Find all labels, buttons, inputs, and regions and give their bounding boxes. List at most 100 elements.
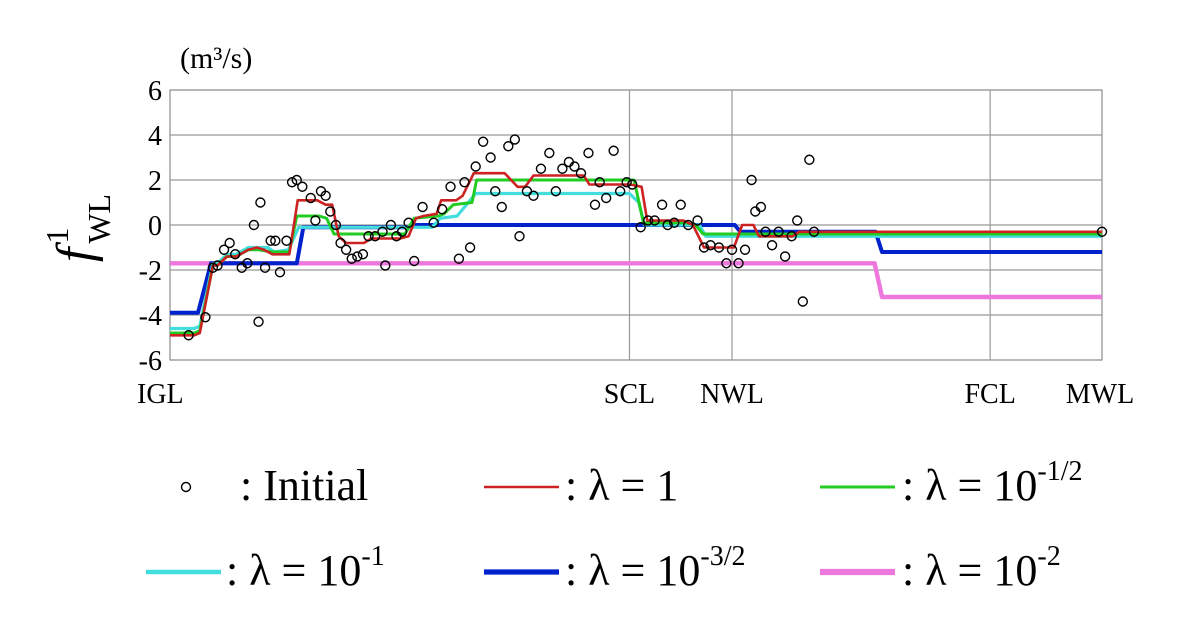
legend: : Initial: λ = 1: λ = 10-1/2: λ = 10-1: … (146, 456, 1082, 595)
legend-label-text: : λ = 10 (902, 546, 1037, 595)
initial-point (766, 240, 778, 251)
initial-point (503, 141, 514, 152)
initial-point (682, 219, 694, 231)
initial-point (621, 177, 632, 188)
initial-point (212, 260, 223, 271)
initial-point (544, 147, 555, 159)
legend-label: : λ = 1 (565, 461, 678, 510)
initial-point (642, 215, 654, 226)
initial-point (583, 147, 594, 159)
initial-point (436, 204, 448, 215)
initial-point (346, 253, 357, 264)
x-tick-label: MWL (1066, 379, 1134, 410)
initial-point (340, 244, 352, 255)
initial-point (786, 231, 797, 242)
initial-point (270, 235, 281, 246)
initial-point (557, 163, 568, 174)
initial-point (477, 136, 489, 147)
y-axis-label-sub: WL (81, 194, 117, 244)
y-tick-label: 4 (148, 121, 162, 152)
initial-point (698, 242, 710, 253)
initial-point (773, 226, 784, 237)
legend-label: : λ = 10-1 (226, 541, 385, 595)
initial-point (330, 219, 342, 231)
initial-point (417, 201, 428, 213)
initial-point (669, 217, 680, 228)
initial-point (608, 145, 619, 156)
initial-point (614, 186, 626, 197)
initial-point (464, 242, 476, 253)
initial-point (242, 258, 253, 269)
initial-point (230, 249, 241, 260)
initial-point (550, 186, 562, 197)
initial-point (445, 181, 456, 192)
legend-label-text: : λ = 1 (565, 461, 678, 510)
series-line (170, 191, 1102, 331)
initial-point (320, 190, 331, 201)
y-tick-label: -4 (139, 301, 162, 332)
initial-point (490, 186, 501, 197)
legend-label-text: : λ = 10 (902, 461, 1037, 510)
initial-point (259, 262, 271, 273)
legend-label-text: : λ = 10 (226, 546, 361, 595)
initial-point (496, 201, 507, 213)
initial-point (183, 330, 194, 341)
initial-point (746, 174, 757, 186)
initial-point (363, 231, 374, 242)
initial-point (408, 255, 420, 267)
legend-label-text: : Initial (240, 461, 368, 510)
initial-point (265, 235, 276, 246)
y-tick-label: 6 (148, 76, 162, 107)
initial-point (297, 181, 308, 192)
initial-point (721, 258, 732, 269)
legend-marker (180, 481, 192, 493)
legend-label: : Initial (240, 461, 368, 510)
initial-point (739, 244, 751, 255)
legend-label: : λ = 10-2 (902, 541, 1061, 595)
series-line (170, 223, 1102, 315)
x-tick-label: SCL (604, 379, 655, 410)
initial-point (396, 226, 408, 237)
initial-point (248, 219, 260, 231)
initial-point (385, 219, 397, 231)
initial-point (509, 134, 521, 145)
initial-point (514, 231, 525, 242)
initial-point (662, 219, 673, 231)
initial-point (649, 215, 660, 226)
initial-point (218, 244, 230, 255)
initial-point (470, 161, 481, 172)
legend-label: : λ = 10-3/2 (565, 541, 745, 595)
initial-point (485, 152, 496, 163)
initial-point (733, 258, 744, 269)
legend-label-text: : λ = 10 (565, 546, 700, 595)
initial-point (627, 179, 638, 190)
legend-label-exponent: -1/2 (1037, 456, 1082, 487)
initial-point (675, 199, 686, 210)
initial-point (1096, 226, 1108, 237)
initial-point (760, 226, 771, 237)
initial-point (569, 161, 580, 172)
initial-point (357, 249, 369, 260)
unit-label: (m³/s) (180, 42, 252, 75)
initial-point (310, 215, 321, 226)
legend-label-exponent: -2 (1037, 541, 1060, 572)
initial-point (305, 192, 316, 204)
initial-point (224, 237, 235, 249)
legend-label: : λ = 10-1/2 (902, 456, 1082, 510)
initial-point (589, 199, 601, 210)
initial-point (713, 242, 725, 253)
y-tick-label: -2 (139, 256, 162, 287)
initial-point (797, 296, 809, 307)
initial-point (453, 253, 465, 264)
initial-point (600, 192, 612, 204)
initial-point (808, 226, 820, 237)
initial-point (352, 251, 363, 262)
initial-point (528, 190, 539, 201)
y-tick-label: 2 (148, 166, 162, 197)
legend-label-exponent: -3/2 (700, 541, 745, 572)
x-tick-label: IGL (137, 379, 184, 410)
initial-point (255, 197, 266, 208)
series-line (170, 171, 1102, 337)
